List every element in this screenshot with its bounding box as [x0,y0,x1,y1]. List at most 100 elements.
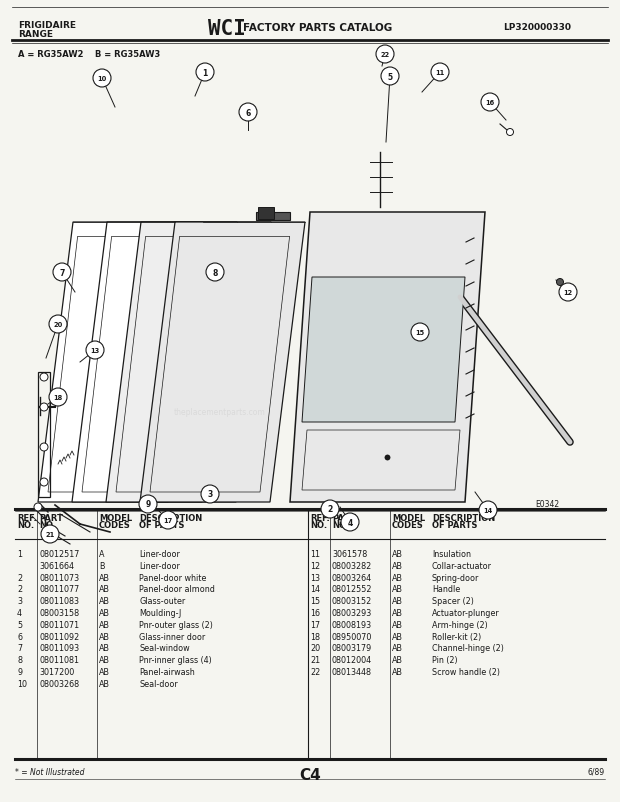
Text: NO.: NO. [332,520,349,529]
Text: DESCRIPTION: DESCRIPTION [432,513,495,522]
Text: 21: 21 [45,532,55,537]
Circle shape [53,264,71,282]
Text: 14: 14 [310,585,320,593]
Text: FRIGIDAIRE: FRIGIDAIRE [18,21,76,30]
Text: 4: 4 [347,518,353,527]
Text: 7: 7 [60,268,64,277]
Text: 3: 3 [207,490,213,499]
Text: 7: 7 [17,643,22,653]
Text: 16: 16 [310,608,320,618]
Text: FACTORY PARTS CATALOG: FACTORY PARTS CATALOG [243,23,392,33]
Text: 6: 6 [246,108,250,117]
Text: 11: 11 [310,549,320,558]
Circle shape [40,479,48,486]
Text: NO.: NO. [310,520,327,529]
Text: AB: AB [99,597,110,606]
Text: Liner-door: Liner-door [139,561,180,570]
Circle shape [159,512,177,529]
Text: 16: 16 [485,100,495,106]
Text: 08012517: 08012517 [39,549,79,558]
Circle shape [86,342,104,359]
Text: 08011083: 08011083 [39,597,79,606]
Circle shape [507,129,513,136]
Polygon shape [290,213,485,502]
Text: REF.: REF. [17,513,37,522]
Text: AB: AB [392,549,403,558]
Text: 14: 14 [484,508,493,513]
Circle shape [34,504,42,512]
Text: AB: AB [392,620,403,629]
Text: 08011081: 08011081 [39,655,79,664]
Text: 13: 13 [310,573,320,582]
Text: 8: 8 [17,655,22,664]
Circle shape [93,70,111,88]
Text: Channel-hinge (2): Channel-hinge (2) [432,643,504,653]
Text: 18: 18 [53,395,63,400]
Text: A: A [99,549,105,558]
Text: Panel-airwash: Panel-airwash [139,667,195,676]
Text: 08003158: 08003158 [39,608,79,618]
Text: 08003179: 08003179 [332,643,372,653]
Text: theplacementparts.com: theplacementparts.com [174,408,266,417]
Circle shape [411,323,429,342]
Text: 3: 3 [17,597,22,606]
Text: 1: 1 [17,549,22,558]
Text: AB: AB [392,561,403,570]
Text: Arm-hinge (2): Arm-hinge (2) [432,620,488,629]
Polygon shape [38,223,203,502]
Text: 2: 2 [17,573,22,582]
Text: Roller-kit (2): Roller-kit (2) [432,632,481,641]
Text: Spacer (2): Spacer (2) [432,597,474,606]
Circle shape [206,264,224,282]
Text: AB: AB [392,608,403,618]
Circle shape [139,496,157,513]
Text: PART: PART [332,513,356,522]
Text: 6: 6 [17,632,22,641]
Circle shape [196,64,214,82]
Circle shape [49,388,67,407]
Text: 15: 15 [415,330,425,335]
Text: 08003293: 08003293 [332,608,372,618]
Text: AB: AB [99,643,110,653]
Text: DESCRIPTION: DESCRIPTION [139,513,202,522]
Text: AB: AB [392,655,403,664]
Text: Seal-door: Seal-door [139,679,178,688]
Circle shape [41,525,59,543]
Text: 08013448: 08013448 [332,667,372,676]
Text: 12: 12 [564,290,573,296]
Text: AB: AB [99,632,110,641]
Circle shape [479,501,497,520]
Text: NO.: NO. [17,520,34,529]
Text: 2: 2 [327,505,332,514]
Text: MODEL: MODEL [99,513,132,522]
Text: 9: 9 [17,667,22,676]
Text: AB: AB [392,632,403,641]
Text: Pnr-inner glass (4): Pnr-inner glass (4) [139,655,212,664]
Circle shape [40,444,48,452]
Text: Handle: Handle [432,585,460,593]
Text: Moulding-J: Moulding-J [139,608,181,618]
Text: RANGE: RANGE [18,30,53,39]
Text: WCI: WCI [208,19,246,39]
Text: 08003152: 08003152 [332,597,372,606]
Text: Glass-outer: Glass-outer [139,597,185,606]
Text: AB: AB [99,608,110,618]
Text: 3061578: 3061578 [332,549,367,558]
Text: * = Not Illustrated: * = Not Illustrated [15,767,84,776]
Polygon shape [258,208,274,220]
Text: B: B [99,561,105,570]
Text: 08003264: 08003264 [332,573,372,582]
Text: 17: 17 [310,620,320,629]
Text: 4: 4 [17,608,22,618]
Text: 20: 20 [53,322,63,327]
Text: 08012004: 08012004 [332,655,372,664]
Text: AB: AB [99,667,110,676]
Text: AB: AB [99,585,110,593]
Text: 08008193: 08008193 [332,620,372,629]
Text: 2: 2 [17,585,22,593]
Text: AB: AB [392,585,403,593]
Text: AB: AB [99,679,110,688]
Text: Pnr-outer glass (2): Pnr-outer glass (2) [139,620,213,629]
Text: AB: AB [99,620,110,629]
Text: 3061664: 3061664 [39,561,74,570]
